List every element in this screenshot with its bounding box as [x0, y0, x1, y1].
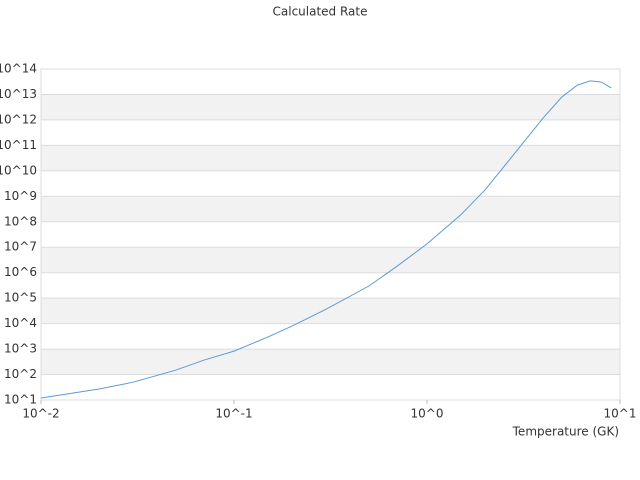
grid-band — [41, 94, 620, 120]
grid-band — [41, 145, 620, 171]
chart-title: Calculated Rate — [273, 5, 368, 19]
x-axis-label: Temperature (GK) — [512, 425, 619, 439]
y-tick-label: 10^1 — [4, 393, 37, 407]
y-tick-label: 10^14 — [0, 62, 37, 76]
y-tick-label: 10^10 — [0, 163, 37, 177]
x-tick-label: 10^-1 — [215, 407, 252, 421]
y-tick-label: 10^4 — [4, 316, 37, 330]
y-tick-label: 10^9 — [4, 189, 37, 203]
data-line — [40, 80, 612, 399]
y-tick-label: 10^2 — [4, 367, 37, 381]
y-tick-label: 10^6 — [4, 265, 37, 279]
y-tick-label: 10^12 — [0, 112, 37, 126]
y-tick-label: 10^3 — [4, 342, 37, 356]
y-tick-label: 10^5 — [4, 291, 37, 305]
y-tick-label: 10^7 — [4, 240, 37, 254]
grid-band — [41, 349, 620, 375]
plot-border — [40, 68, 621, 401]
y-tick-label: 10^8 — [4, 214, 37, 228]
x-tick-label: 10^0 — [411, 407, 444, 421]
y-tick-label: 10^13 — [0, 87, 37, 101]
grid-band — [41, 196, 620, 222]
grid-band — [41, 298, 620, 324]
x-tick-label: 10^-2 — [22, 407, 59, 421]
grid-band — [41, 247, 620, 273]
x-tick-label: 10^1 — [604, 407, 637, 421]
y-tick-label: 10^11 — [0, 138, 37, 152]
